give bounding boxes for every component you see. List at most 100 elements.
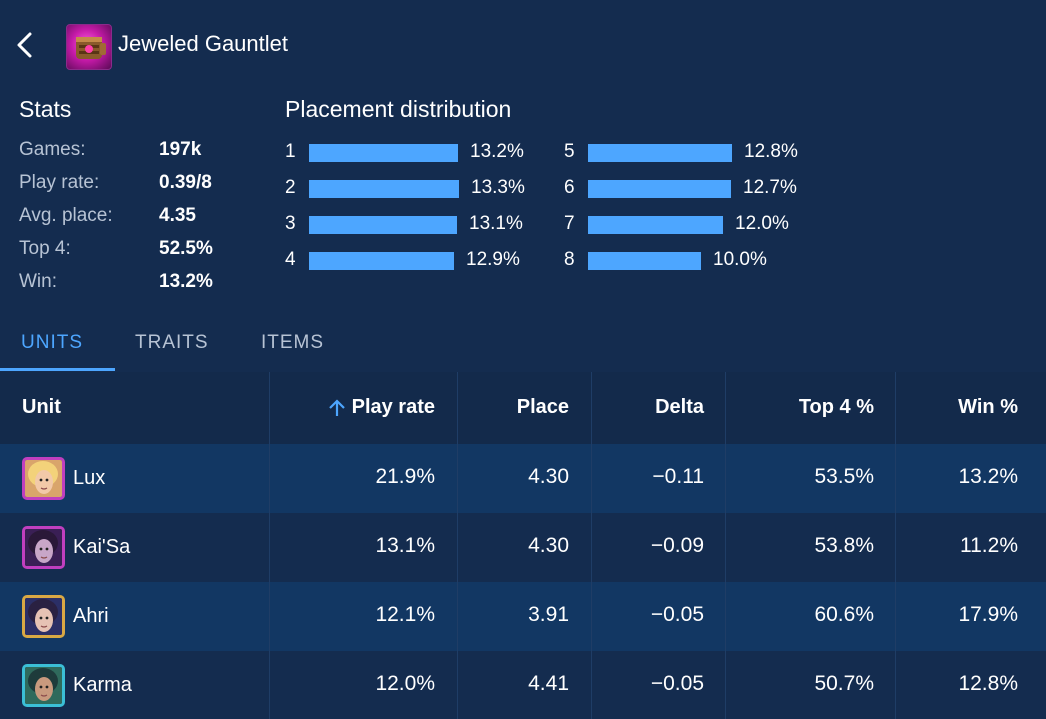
cell-delta: −0.05 — [650, 603, 704, 626]
back-button[interactable] — [10, 28, 40, 62]
placement-heading: Placement distribution — [285, 96, 512, 122]
stat-label: Play rate: — [19, 172, 100, 193]
cell-win: 12.8% — [958, 672, 1018, 695]
tab-bar: UNITS TRAITS ITEMS — [0, 320, 1046, 372]
chevron-left-icon[interactable] — [10, 28, 40, 62]
stat-label: Games: — [19, 139, 86, 160]
stat-label: Avg. place: — [19, 205, 113, 226]
placement-row: 6 12.7% — [564, 175, 824, 201]
placement-rank: 4 — [285, 249, 296, 270]
column-divider — [895, 372, 896, 719]
unit-name[interactable]: Lux — [73, 467, 106, 489]
cell-delta: −0.05 — [650, 672, 704, 695]
placement-bar — [588, 252, 701, 270]
active-tab-indicator — [0, 368, 115, 371]
placement-percent: 12.7% — [743, 177, 797, 198]
placement-row: 5 12.8% — [564, 139, 824, 165]
column-header-unit[interactable]: Unit — [22, 396, 61, 418]
kaisa-portrait-icon[interactable] — [22, 526, 65, 569]
column-divider — [457, 372, 458, 719]
column-divider — [269, 372, 270, 719]
lux-portrait-icon[interactable] — [22, 457, 65, 500]
unit-name[interactable]: Ahri — [73, 605, 109, 627]
cell-delta: −0.09 — [650, 534, 704, 557]
column-header-play-rate[interactable]: Play rate — [326, 396, 435, 419]
karma-portrait-icon[interactable] — [22, 664, 65, 707]
cell-play-rate: 12.1% — [375, 603, 435, 626]
stat-row: Avg. place: 4.35 — [19, 205, 249, 229]
cell-win: 17.9% — [958, 603, 1018, 626]
stat-value: 13.2% — [159, 271, 213, 292]
stat-row: Top 4: 52.5% — [19, 238, 249, 262]
placement-rank: 1 — [285, 141, 296, 162]
placement-bar — [309, 252, 454, 270]
column-header-win[interactable]: Win % — [958, 396, 1018, 418]
placement-percent: 13.3% — [471, 177, 525, 198]
cell-top4: 53.5% — [814, 465, 874, 488]
units-table: Unit Play rate Place Delta Top 4 % Win %… — [0, 372, 1046, 719]
table-header: Unit Play rate Place Delta Top 4 % Win % — [0, 372, 1046, 444]
placement-row: 1 13.2% — [285, 139, 545, 165]
cell-play-rate: 12.0% — [375, 672, 435, 695]
cell-win: 11.2% — [960, 534, 1018, 557]
ahri-portrait-icon[interactable] — [22, 595, 65, 638]
tab-traits[interactable]: TRAITS — [135, 332, 209, 353]
placement-row: 2 13.3% — [285, 175, 545, 201]
column-header-delta[interactable]: Delta — [655, 396, 704, 418]
tab-items[interactable]: ITEMS — [261, 332, 325, 353]
placement-row: 4 12.9% — [285, 247, 545, 273]
cell-play-rate: 13.1% — [375, 534, 435, 557]
column-divider — [725, 372, 726, 719]
jeweled-gauntlet-icon — [66, 24, 112, 70]
cell-play-rate: 21.9% — [375, 465, 435, 488]
table-row[interactable]: Lux 21.9% 4.30 −0.11 53.5% 13.2% — [0, 444, 1046, 513]
placement-percent: 12.0% — [735, 213, 789, 234]
cell-top4: 60.6% — [814, 603, 874, 626]
cell-place: 4.41 — [528, 672, 569, 695]
unit-name[interactable]: Karma — [73, 674, 132, 696]
placement-rank: 5 — [564, 141, 575, 162]
cell-delta: −0.11 — [652, 465, 704, 488]
placement-rank: 2 — [285, 177, 296, 198]
placement-percent: 10.0% — [713, 249, 767, 270]
placement-bar — [309, 144, 458, 162]
column-divider — [591, 372, 592, 719]
stat-row: Games: 197k — [19, 139, 249, 163]
placement-row: 7 12.0% — [564, 211, 824, 237]
placement-percent: 12.8% — [744, 141, 798, 162]
stat-value: 52.5% — [159, 238, 213, 259]
table-row[interactable]: Kai'Sa 13.1% 4.30 −0.09 53.8% 11.2% — [0, 513, 1046, 582]
arrow-up-icon — [328, 398, 345, 416]
placement-rank: 6 — [564, 177, 575, 198]
cell-win: 13.2% — [958, 465, 1018, 488]
placement-rank: 3 — [285, 213, 296, 234]
cell-top4: 53.8% — [814, 534, 874, 557]
play-rate-label: Play rate — [351, 396, 435, 418]
placement-rank: 7 — [564, 213, 575, 234]
stat-row: Win: 13.2% — [19, 271, 249, 295]
placement-row: 3 13.1% — [285, 211, 545, 237]
column-header-top4[interactable]: Top 4 % — [798, 396, 874, 418]
stat-row: Play rate: 0.39/8 — [19, 172, 249, 196]
placement-percent: 13.2% — [470, 141, 524, 162]
column-header-place[interactable]: Place — [516, 396, 569, 418]
placement-percent: 13.1% — [469, 213, 523, 234]
placement-bar — [588, 144, 732, 162]
cell-top4: 50.7% — [814, 672, 874, 695]
placement-bar — [309, 216, 457, 234]
stat-value: 197k — [159, 139, 202, 160]
cell-place: 3.91 — [528, 603, 569, 626]
unit-name[interactable]: Kai'Sa — [73, 536, 131, 558]
placement-row: 8 10.0% — [564, 247, 824, 273]
stat-label: Win: — [19, 271, 57, 292]
table-row[interactable]: Ahri 12.1% 3.91 −0.05 60.6% 17.9% — [0, 582, 1046, 651]
stat-value: 4.35 — [159, 205, 196, 226]
placement-bar — [588, 180, 731, 198]
placement-rank: 8 — [564, 249, 575, 270]
tab-units[interactable]: UNITS — [21, 332, 83, 353]
stats-heading: Stats — [19, 96, 72, 122]
item-title: Jeweled Gauntlet — [118, 31, 288, 56]
table-row[interactable]: Karma 12.0% 4.41 −0.05 50.7% 12.8% — [0, 651, 1046, 719]
cell-place: 4.30 — [528, 534, 569, 557]
placement-bar — [588, 216, 723, 234]
